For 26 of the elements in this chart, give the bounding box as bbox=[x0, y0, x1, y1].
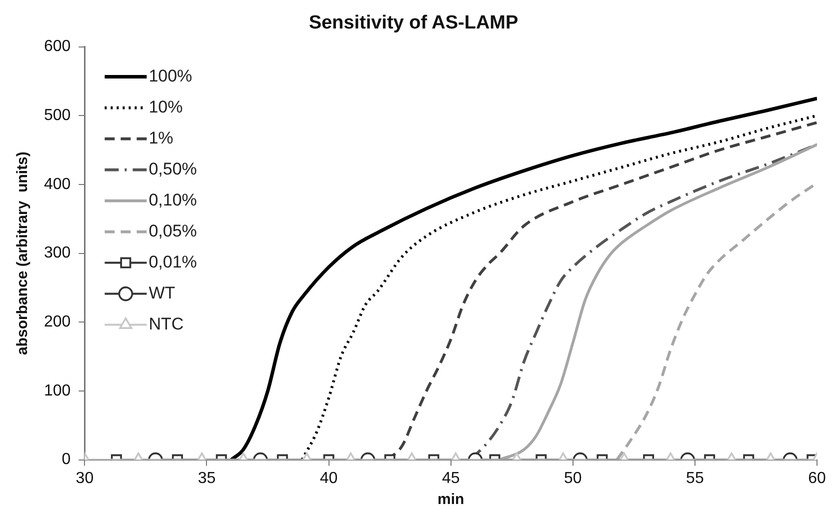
y-tick-label: 200 bbox=[44, 314, 71, 331]
legend-label: 0,50% bbox=[148, 159, 197, 178]
x-tick-label: 40 bbox=[320, 470, 338, 487]
x-tick-label: 55 bbox=[686, 470, 704, 487]
legend-label: 100% bbox=[148, 66, 192, 86]
x-tick-label: 50 bbox=[564, 470, 582, 487]
y-tick-label: 0 bbox=[62, 451, 71, 468]
x-tick-label: 45 bbox=[442, 470, 460, 487]
legend-label: 0,05% bbox=[148, 221, 197, 240]
y-tick-label: 600 bbox=[44, 38, 71, 56]
x-tick-label: 60 bbox=[808, 470, 826, 487]
legend-label: NTC bbox=[148, 314, 184, 334]
legend-label: WT bbox=[148, 283, 176, 302]
y-axis-title: absorbance (arbitrary units) bbox=[14, 152, 32, 355]
x-tick-label: 30 bbox=[76, 470, 94, 487]
x-tick-label: 35 bbox=[198, 470, 216, 487]
y-tick-label: 500 bbox=[44, 107, 71, 124]
x-axis-title: min bbox=[438, 491, 464, 508]
legend-label: 0,10% bbox=[148, 190, 197, 210]
legend-label: 0,01% bbox=[148, 252, 197, 272]
chart-title: Sensitivity of AS-LAMP bbox=[308, 12, 519, 34]
legend-label: 1% bbox=[148, 128, 174, 148]
y-tick-label: 400 bbox=[44, 176, 71, 193]
y-tick-label: 100 bbox=[44, 382, 71, 400]
legend-label: 10% bbox=[148, 97, 183, 116]
y-tick-label: 300 bbox=[44, 244, 71, 262]
